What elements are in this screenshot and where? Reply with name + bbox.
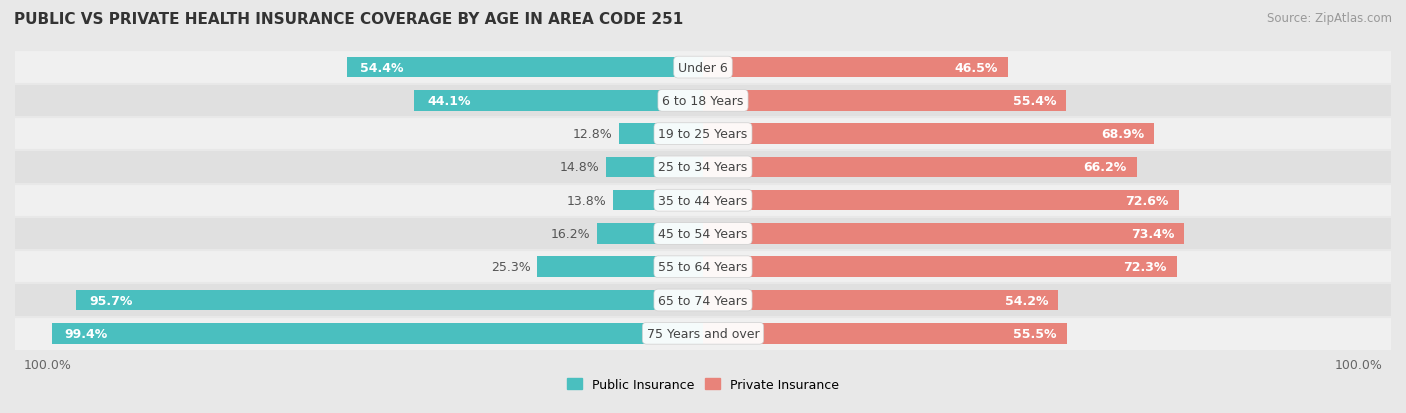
Legend: Public Insurance, Private Insurance: Public Insurance, Private Insurance (562, 373, 844, 396)
Bar (15, 85, 1391, 118)
Bar (703, 257, 1177, 278)
Bar (15, 118, 1391, 151)
Bar (606, 157, 703, 178)
Text: 54.2%: 54.2% (1005, 294, 1049, 307)
Text: 14.8%: 14.8% (560, 161, 599, 174)
Text: 54.4%: 54.4% (360, 62, 404, 74)
Text: Source: ZipAtlas.com: Source: ZipAtlas.com (1267, 12, 1392, 25)
Bar (15, 317, 1391, 350)
Text: 68.9%: 68.9% (1101, 128, 1144, 141)
Text: 13.8%: 13.8% (567, 194, 606, 207)
Text: 12.8%: 12.8% (572, 128, 613, 141)
Bar (413, 91, 703, 112)
Bar (703, 190, 1178, 211)
Bar (15, 151, 1391, 184)
Text: 66.2%: 66.2% (1084, 161, 1128, 174)
Text: 19 to 25 Years: 19 to 25 Years (658, 128, 748, 141)
Bar (619, 124, 703, 145)
Bar (52, 323, 703, 344)
Bar (76, 290, 703, 311)
Text: 25 to 34 Years: 25 to 34 Years (658, 161, 748, 174)
Text: 65 to 74 Years: 65 to 74 Years (658, 294, 748, 307)
Bar (703, 290, 1059, 311)
Bar (15, 284, 1391, 317)
Bar (598, 223, 703, 244)
Text: 6 to 18 Years: 6 to 18 Years (662, 95, 744, 108)
Bar (703, 323, 1067, 344)
Text: PUBLIC VS PRIVATE HEALTH INSURANCE COVERAGE BY AGE IN AREA CODE 251: PUBLIC VS PRIVATE HEALTH INSURANCE COVER… (14, 12, 683, 27)
Text: 55.5%: 55.5% (1014, 327, 1057, 340)
Text: 99.4%: 99.4% (65, 327, 108, 340)
Bar (15, 184, 1391, 217)
Text: 44.1%: 44.1% (427, 95, 471, 108)
Text: 16.2%: 16.2% (551, 228, 591, 240)
Text: 75 Years and over: 75 Years and over (647, 327, 759, 340)
Text: 55 to 64 Years: 55 to 64 Years (658, 261, 748, 273)
Bar (703, 124, 1154, 145)
Text: 46.5%: 46.5% (955, 62, 998, 74)
Bar (15, 51, 1391, 85)
Text: Under 6: Under 6 (678, 62, 728, 74)
Text: 55.4%: 55.4% (1012, 95, 1056, 108)
Text: 35 to 44 Years: 35 to 44 Years (658, 194, 748, 207)
Text: 45 to 54 Years: 45 to 54 Years (658, 228, 748, 240)
Bar (346, 58, 703, 78)
Bar (703, 157, 1137, 178)
Text: 73.4%: 73.4% (1130, 228, 1174, 240)
Text: 95.7%: 95.7% (89, 294, 132, 307)
Bar (703, 58, 1008, 78)
Text: 72.6%: 72.6% (1125, 194, 1168, 207)
Bar (613, 190, 703, 211)
Bar (15, 217, 1391, 251)
Bar (703, 223, 1184, 244)
Text: 25.3%: 25.3% (491, 261, 530, 273)
Bar (703, 91, 1066, 112)
Bar (15, 251, 1391, 284)
Text: 72.3%: 72.3% (1123, 261, 1167, 273)
Bar (537, 257, 703, 278)
